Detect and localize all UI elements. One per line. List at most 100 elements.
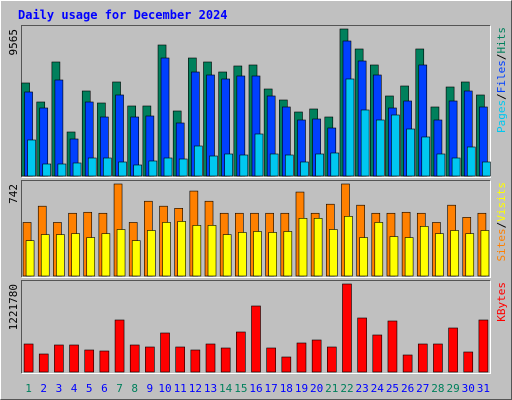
bar: [268, 232, 277, 277]
bar: [435, 233, 444, 277]
x-tick-label: 22: [340, 382, 353, 395]
bar: [118, 161, 127, 177]
bar: [254, 133, 264, 177]
bar: [296, 342, 307, 373]
bar: [283, 231, 293, 277]
x-tick-label: 5: [86, 382, 93, 395]
bar: [315, 153, 324, 177]
bar: [162, 222, 171, 277]
bar: [266, 347, 276, 373]
x-tick-label: 17: [265, 382, 278, 395]
bar: [192, 225, 202, 277]
bar: [147, 230, 156, 277]
bar: [387, 320, 398, 373]
bar: [357, 317, 367, 373]
bar: [402, 354, 413, 373]
bar: [344, 216, 353, 277]
legend-separator: /: [495, 93, 508, 100]
bar: [42, 163, 52, 177]
x-tick-label: 12: [189, 382, 202, 395]
bar: [480, 230, 490, 277]
bar: [239, 154, 249, 177]
bar: [465, 233, 475, 277]
bar: [298, 218, 308, 277]
bar: [285, 154, 294, 177]
x-tick-label: 27: [416, 382, 429, 395]
bar: [236, 331, 246, 373]
panel-edge-dark: [21, 180, 491, 278]
x-tick-label: 10: [158, 382, 171, 395]
x-tick-label: 13: [204, 382, 217, 395]
bar: [145, 346, 155, 373]
legend-entry: Visits: [495, 182, 508, 222]
bar: [251, 305, 261, 373]
bar: [57, 163, 67, 177]
legend: Sites/Visits: [495, 182, 508, 262]
bar: [281, 356, 292, 373]
bar: [177, 221, 186, 277]
bar: [269, 153, 279, 177]
x-tick-label: 23: [356, 382, 369, 395]
bar: [99, 350, 110, 373]
x-tick-label: 4: [71, 382, 78, 395]
bar: [466, 146, 476, 177]
bar: [129, 344, 140, 373]
bar: [253, 231, 262, 277]
bar: [101, 233, 111, 277]
x-tick-label: 29: [446, 382, 459, 395]
y-tick-label: 742: [7, 184, 20, 204]
bar: [327, 346, 337, 373]
x-tick-label: 25: [386, 382, 399, 395]
bar: [313, 218, 323, 277]
bar: [131, 240, 141, 277]
legend-entry: Files: [495, 60, 508, 93]
bar: [86, 237, 96, 277]
bar: [27, 139, 36, 177]
bar: [330, 152, 340, 177]
bar: [345, 78, 355, 177]
x-tick-label: 7: [116, 382, 123, 395]
bar: [482, 161, 491, 177]
x-tick-label: 30: [462, 382, 475, 395]
y-tick-label: 1221780: [7, 284, 20, 330]
bar: [463, 351, 474, 373]
legend-entry: KBytes: [495, 282, 508, 322]
chart-title: Daily usage for December 2024: [18, 8, 228, 22]
bar: [25, 240, 35, 277]
bar: [375, 119, 385, 177]
bar: [450, 230, 459, 277]
x-tick-label: 21: [325, 382, 338, 395]
bar: [419, 226, 429, 277]
bar: [54, 344, 64, 373]
bar: [300, 161, 309, 177]
x-tick-label: 15: [234, 382, 247, 395]
bar: [222, 234, 232, 277]
bar: [329, 229, 338, 277]
x-tick-label: 24: [371, 382, 385, 395]
y-tick-label: 9565: [7, 29, 20, 56]
bar: [54, 79, 64, 177]
bar: [175, 346, 185, 373]
bar: [194, 145, 203, 177]
bar: [133, 164, 143, 177]
bar: [220, 347, 231, 373]
panel-edge-dark: [21, 280, 491, 374]
x-tick-label: 2: [40, 382, 47, 395]
bar: [360, 109, 370, 177]
bar: [342, 283, 352, 373]
bar: [406, 128, 415, 177]
bar: [38, 353, 49, 373]
legend: Pages/Files/Hits: [495, 27, 508, 133]
legend-entry: Pages: [495, 100, 508, 133]
x-tick-label: 9: [147, 382, 154, 395]
bar: [391, 114, 400, 177]
x-tick-label: 26: [401, 382, 414, 395]
bar: [84, 349, 95, 373]
bar: [359, 237, 368, 277]
x-tick-label: 3: [56, 382, 63, 395]
bar: [205, 343, 216, 373]
x-tick-label: 11: [174, 382, 187, 395]
legend-entry: Sites: [495, 228, 508, 261]
